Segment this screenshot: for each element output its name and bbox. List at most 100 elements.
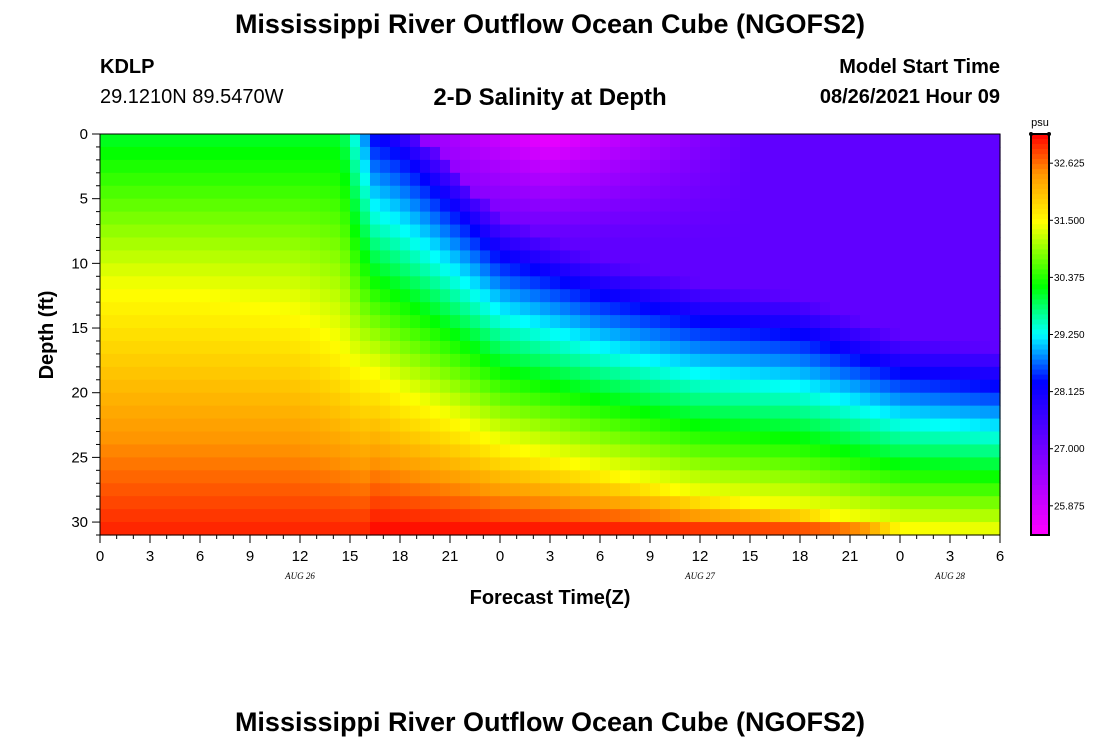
heatmap-cell	[270, 198, 281, 213]
heatmap-cell	[290, 405, 301, 420]
heatmap-cell	[350, 483, 361, 497]
heatmap-cell	[240, 315, 251, 329]
heatmap-cell	[590, 328, 601, 342]
heatmap-cell	[180, 211, 191, 226]
colorbar-segment	[1031, 449, 1049, 456]
heatmap-cell	[540, 509, 551, 523]
heatmap-cell	[390, 185, 401, 200]
heatmap-cell	[710, 444, 721, 458]
heatmap-cell	[950, 353, 961, 368]
heatmap-cell	[460, 237, 471, 252]
heatmap-cell	[270, 224, 281, 239]
heatmap-cell	[770, 470, 781, 484]
heatmap-cell	[440, 289, 451, 303]
heatmap-cell	[170, 198, 181, 213]
heatmap-cell	[320, 172, 331, 187]
heatmap-cell	[110, 431, 121, 446]
heatmap-cell	[380, 366, 391, 381]
heatmap-cell	[500, 457, 511, 471]
heatmap-cell	[720, 444, 731, 458]
colorbar-segment	[1031, 279, 1049, 285]
heatmap-cell	[300, 328, 311, 342]
heatmap-cell	[930, 315, 941, 329]
heatmap-cell	[720, 379, 731, 394]
heatmap-cell	[950, 315, 961, 329]
heatmap-cell	[350, 340, 361, 355]
heatmap-cell	[850, 522, 861, 536]
heatmap-cell	[930, 418, 941, 433]
heatmap-cell	[640, 392, 651, 407]
heatmap-cell	[400, 237, 411, 252]
heatmap-cell	[430, 159, 441, 174]
heatmap-cell	[150, 172, 161, 187]
heatmap-cell	[390, 509, 401, 523]
heatmap-cell	[930, 392, 941, 407]
heatmap-cell	[730, 353, 741, 368]
heatmap-cell	[930, 444, 941, 458]
heatmap-cell	[310, 470, 321, 484]
heatmap-cell	[460, 250, 471, 264]
heatmap-cell	[610, 366, 621, 381]
heatmap-cell	[380, 250, 391, 264]
heatmap-cell	[990, 289, 1001, 303]
heatmap-cell	[490, 224, 501, 239]
heatmap-cell	[200, 159, 211, 174]
heatmap-cell	[850, 211, 861, 226]
heatmap-cell	[480, 470, 491, 484]
heatmap-cell	[860, 302, 871, 316]
heatmap-cell	[460, 289, 471, 303]
heatmap-cell	[870, 392, 881, 407]
heatmap-cell	[530, 134, 541, 148]
heatmap-cell	[120, 509, 131, 523]
heatmap-cell	[420, 392, 431, 407]
heatmap-cell	[420, 276, 431, 290]
heatmap-cell	[940, 509, 951, 523]
heatmap-cell	[840, 172, 851, 187]
heatmap-cell	[430, 172, 441, 187]
heatmap-cell	[250, 146, 261, 161]
heatmap-cell	[480, 172, 491, 187]
heatmap-cell	[920, 315, 931, 329]
heatmap-cell	[640, 509, 651, 523]
heatmap-cell	[640, 146, 651, 161]
heatmap-cell	[560, 315, 571, 329]
heatmap-cell	[780, 146, 791, 161]
heatmap-cell	[570, 353, 581, 368]
heatmap-cell	[970, 470, 981, 484]
heatmap-cell	[560, 250, 571, 264]
heatmap-cell	[770, 263, 781, 277]
heatmap-cell	[450, 418, 461, 433]
heatmap-cell	[930, 405, 941, 420]
heatmap-cell	[160, 224, 171, 239]
heatmap-cell	[990, 146, 1001, 161]
heatmap-cell	[430, 289, 441, 303]
heatmap-cell	[790, 211, 801, 226]
heatmap-cell	[320, 302, 331, 316]
heatmap-cell	[510, 185, 521, 200]
heatmap-cell	[400, 340, 411, 355]
heatmap-cell	[750, 328, 761, 342]
heatmap-cell	[710, 159, 721, 174]
heatmap-cell	[650, 302, 661, 316]
heatmap-cell	[640, 522, 651, 536]
heatmap-cell	[690, 405, 701, 420]
heatmap-cell	[140, 418, 151, 433]
heatmap-cell	[490, 509, 501, 523]
heatmap-cell	[750, 431, 761, 446]
heatmap-cell	[820, 457, 831, 471]
heatmap-cell	[400, 405, 411, 420]
heatmap-cell	[380, 146, 391, 161]
heatmap-cell	[320, 276, 331, 290]
heatmap-cell	[630, 224, 641, 239]
heatmap-cell	[760, 522, 771, 536]
heatmap-cell	[460, 211, 471, 226]
heatmap-cell	[350, 366, 361, 381]
heatmap-cell	[740, 276, 751, 290]
heatmap-cell	[690, 457, 701, 471]
heatmap-cell	[280, 483, 291, 497]
heatmap-cell	[880, 522, 891, 536]
heatmap-cell	[610, 431, 621, 446]
heatmap-cell	[560, 198, 571, 213]
heatmap-cell	[450, 146, 461, 161]
heatmap-cell	[380, 509, 391, 523]
